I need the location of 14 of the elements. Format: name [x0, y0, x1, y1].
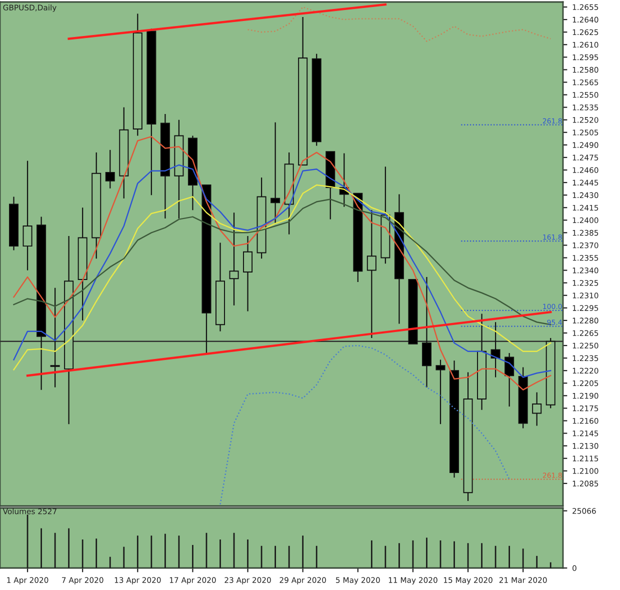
candlestick: [105, 149, 115, 189]
line-series: [247, 6, 552, 42]
candlestick: [532, 392, 542, 426]
candlestick: [366, 210, 376, 339]
candlestick: [229, 212, 239, 306]
candlestick: [422, 276, 432, 388]
candlestick: [504, 352, 514, 408]
candlestick: [50, 287, 60, 388]
candlestick: [490, 322, 500, 378]
candlestick: [243, 235, 253, 312]
candlestick: [270, 122, 280, 224]
candlestick: [22, 160, 32, 271]
candlestick: [436, 359, 446, 425]
line-series: [220, 344, 510, 505]
